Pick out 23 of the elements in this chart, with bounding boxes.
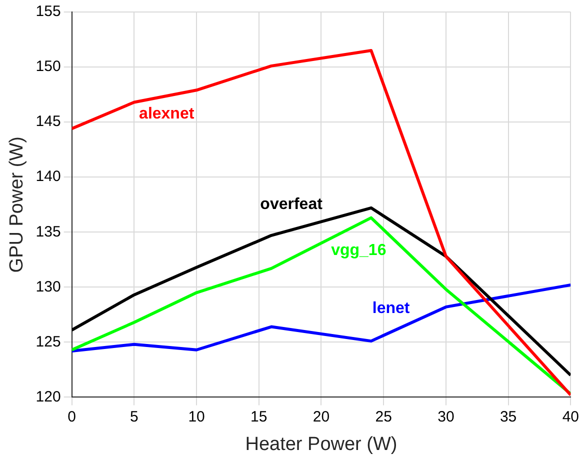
y-tick-label: 125 (36, 333, 61, 350)
y-axis-title: GPU Power (W) (6, 136, 28, 273)
series-label: vgg_16 (331, 242, 386, 260)
y-tick-label: 130 (36, 278, 61, 296)
x-tick-label: 10 (188, 408, 205, 426)
x-tick-label: 25 (375, 408, 392, 426)
x-tick-label: 5 (130, 408, 138, 426)
x-tick-label: 30 (438, 408, 454, 426)
x-axis-title: Heater Power (W) (245, 434, 398, 455)
x-tick-label: 40 (562, 408, 579, 426)
x-tick-label: 0 (68, 408, 76, 426)
y-tick-label: 120 (36, 388, 61, 406)
series-label: overfeat (260, 196, 324, 214)
y-tick-label: 140 (36, 168, 61, 186)
y-tick-label: 155 (36, 3, 61, 20)
x-tick-label: 35 (500, 408, 517, 426)
x-tick-label: 15 (250, 408, 268, 426)
y-tick-label: 145 (36, 113, 61, 130)
y-tick-label: 150 (36, 58, 61, 76)
y-tick-label: 135 (36, 223, 61, 240)
x-tick-label: 20 (312, 408, 330, 426)
series-label: alexnet (139, 105, 195, 122)
series-label: lenet (372, 300, 410, 318)
